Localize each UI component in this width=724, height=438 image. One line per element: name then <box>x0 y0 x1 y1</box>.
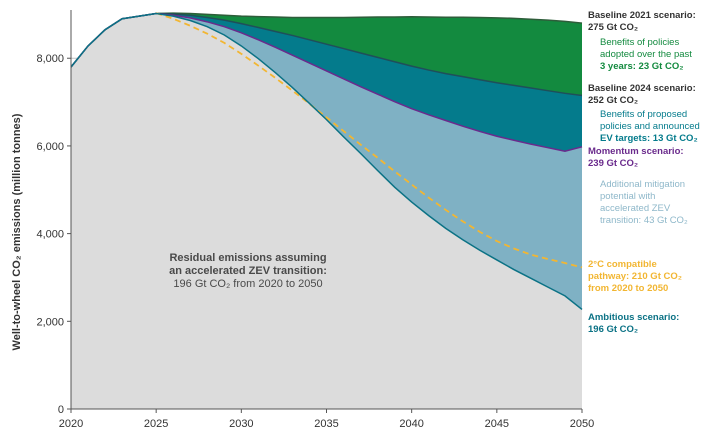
y-tick-label-3: 6,000 <box>36 141 64 153</box>
benefits-adopted-line-1: Benefits of policies <box>600 37 679 48</box>
benefits-proposed-line-2: policies and announced <box>600 121 700 132</box>
x-tick-label-0: 2020 <box>59 418 83 430</box>
y-tick-label-0: 0 <box>58 404 64 416</box>
two-degree-line-2: pathway: 210 Gt CO₂ <box>588 271 682 282</box>
band-1 <box>71 13 582 152</box>
y-tick-label-4: 8,000 <box>36 53 64 65</box>
residual-line-2: an accelerated ZEV transition: <box>169 265 327 277</box>
series-line-3 <box>155 12 583 269</box>
momentum-value: 239 Gt CO₂ <box>588 158 638 169</box>
y-tick-labels: 0 2,000 4,000 6,000 8,000 <box>36 53 64 416</box>
benefits-adopted-line-3: 3 years: 23 Gt CO₂ <box>600 61 683 72</box>
two-degree-line-1: 2°C compatible <box>588 259 657 270</box>
x-tick-label-3: 2035 <box>314 418 338 430</box>
axes <box>67 10 583 413</box>
x-tick-label-5: 2045 <box>485 418 509 430</box>
y-tick-label-1: 2,000 <box>36 316 64 328</box>
x-tick-label-6: 2050 <box>570 418 594 430</box>
baseline-2024-value: 252 Gt CO₂ <box>588 95 638 106</box>
x-tick-label-2: 2030 <box>229 418 253 430</box>
band-2 <box>71 13 582 310</box>
ambitious-value: 196 Gt CO₂ <box>588 324 638 335</box>
additional-line-3: accelerated ZEV <box>600 203 671 214</box>
baseline-2024-title: Baseline 2024 scenario: <box>588 83 696 94</box>
baseline-2021-value: 275 Gt CO₂ <box>588 22 638 33</box>
x-tick-labels: 2020 2025 2030 2035 2040 2045 2050 <box>59 418 594 430</box>
residual-line-1: Residual emissions assuming <box>169 252 326 264</box>
band-3 <box>71 13 582 409</box>
two-degree-line-3: from 2020 to 2050 <box>588 283 668 294</box>
additional-line-1: Additional mitigation <box>600 179 685 190</box>
y-axis-label: Well-to-wheel CO₂ emissions (million ton… <box>11 113 23 350</box>
ambitious-title: Ambitious scenario: <box>588 312 679 323</box>
benefits-adopted-line-2: adopted over the past <box>600 49 692 60</box>
area-bands <box>71 13 582 409</box>
baseline-2021-title: Baseline 2021 scenario: <box>588 10 696 21</box>
momentum-title: Momentum scenario: <box>588 146 684 157</box>
residual-line-3: 196 Gt CO₂ from 2020 to 2050 <box>173 278 322 290</box>
benefits-proposed-line-1: Benefits of proposed <box>600 109 687 120</box>
x-tick-label-1: 2025 <box>144 418 168 430</box>
benefits-proposed-line-3: EV targets: 13 Gt CO₂ <box>600 133 698 144</box>
x-tick-label-4: 2040 <box>399 418 423 430</box>
additional-line-2: potential with <box>600 191 655 202</box>
y-tick-label-2: 4,000 <box>36 229 64 241</box>
series-line-4 <box>70 12 583 311</box>
series-lines <box>70 12 583 311</box>
additional-line-4: transition: 43 Gt CO₂ <box>600 215 688 226</box>
